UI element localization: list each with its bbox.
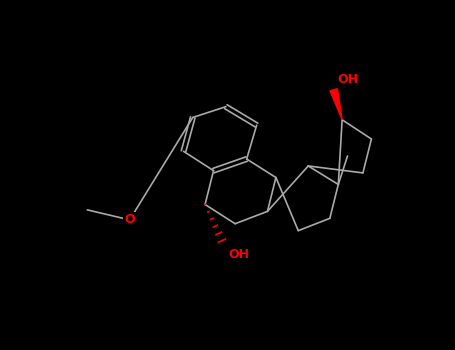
Text: OH: OH [228, 248, 249, 261]
Text: O: O [124, 214, 135, 226]
Polygon shape [330, 89, 342, 120]
Text: OH: OH [338, 73, 359, 86]
